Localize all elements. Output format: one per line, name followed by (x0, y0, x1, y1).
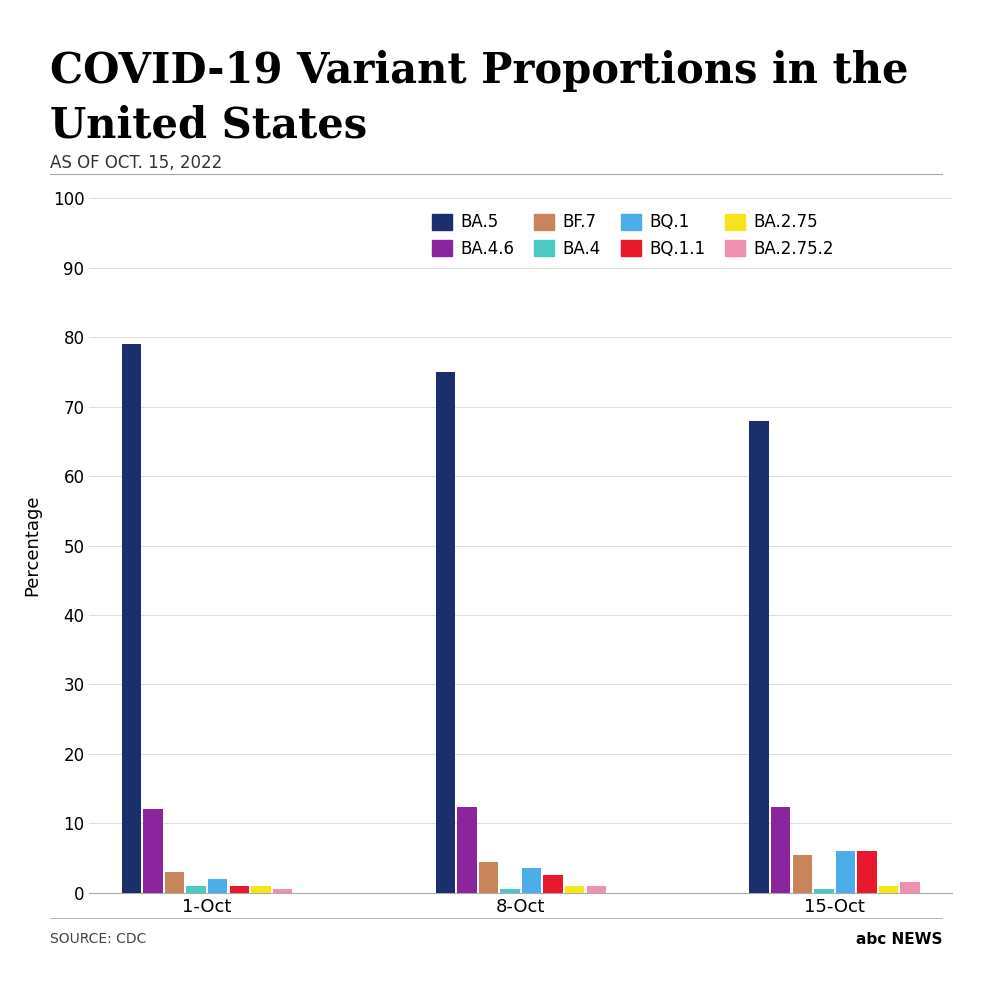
Bar (901, 883, 920, 893)
Bar (586, 886, 606, 893)
Bar (229, 886, 249, 893)
Bar (814, 889, 833, 893)
Bar (143, 809, 163, 893)
Bar (522, 869, 542, 893)
Bar (500, 889, 520, 893)
Bar (749, 421, 769, 893)
Bar (122, 344, 141, 893)
Bar (208, 879, 227, 893)
Bar (879, 886, 899, 893)
Bar (793, 855, 812, 893)
Text: SOURCE: CDC: SOURCE: CDC (50, 932, 146, 946)
Y-axis label: Percentage: Percentage (24, 495, 42, 596)
Bar (435, 372, 455, 893)
Bar (479, 861, 498, 893)
Text: abc NEWS: abc NEWS (856, 932, 942, 947)
Legend: BA.5, BA.4.6, BF.7, BA.4, BQ.1, BQ.1.1, BA.2.75, BA.2.75.2: BA.5, BA.4.6, BF.7, BA.4, BQ.1, BQ.1.1, … (426, 206, 841, 265)
Bar (565, 886, 584, 893)
Text: COVID-19 Variant Proportions in the: COVID-19 Variant Proportions in the (50, 50, 908, 91)
Bar (165, 872, 185, 893)
Bar (251, 886, 271, 893)
Bar (186, 886, 206, 893)
Bar (835, 851, 855, 893)
Text: AS OF OCT. 15, 2022: AS OF OCT. 15, 2022 (50, 154, 222, 172)
Bar (857, 851, 877, 893)
Bar (273, 889, 293, 893)
Bar (457, 807, 476, 893)
Bar (544, 876, 562, 893)
Text: United States: United States (50, 104, 367, 146)
Bar (771, 807, 791, 893)
